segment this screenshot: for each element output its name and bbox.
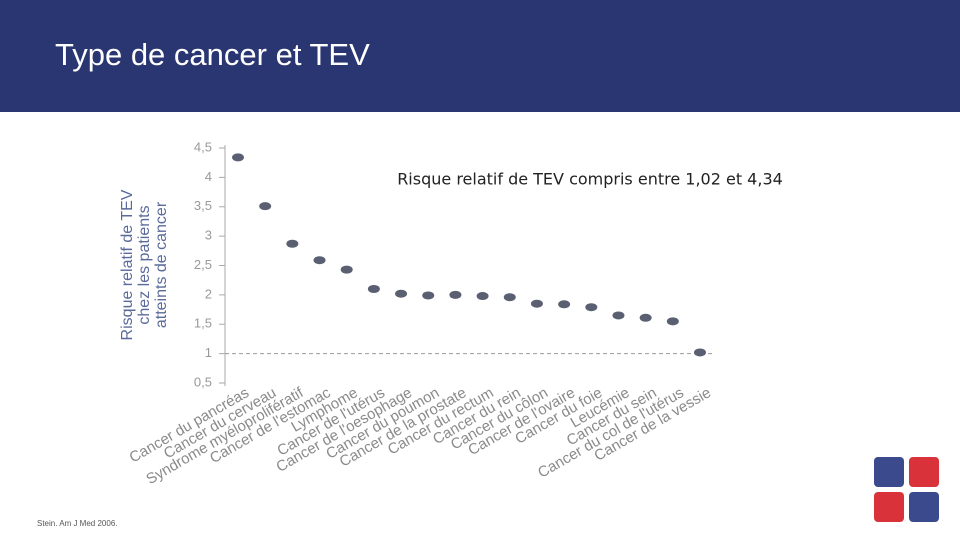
point	[612, 311, 625, 320]
y-axis-label: Risque relatif de TEV	[119, 189, 136, 340]
y-tick-label: 1,5	[194, 316, 212, 331]
header-band	[0, 0, 960, 112]
point	[449, 290, 462, 299]
y-tick-label: 4	[205, 169, 212, 184]
y-tick-label: 3,5	[194, 198, 212, 213]
point	[395, 289, 408, 298]
annotation: Risque relatif de TEV compris entre 1,02…	[397, 170, 783, 189]
point	[558, 300, 571, 309]
point	[530, 299, 543, 308]
y-axis-label: chez les patients	[136, 205, 153, 324]
point	[367, 285, 380, 293]
y-tick-label: 4,5	[194, 139, 212, 154]
source: Stein. Am J Med 2006.	[37, 519, 118, 528]
y-tick-label: 3	[205, 228, 212, 243]
y-tick-label: 2,5	[194, 257, 212, 272]
slide-title: Type de cancer et TEV	[55, 37, 370, 72]
point	[639, 313, 652, 322]
y-axis-label: atteints de cancer	[153, 201, 170, 328]
point	[585, 303, 598, 312]
icon	[909, 492, 939, 522]
icon	[874, 492, 904, 522]
point	[422, 291, 435, 300]
y-tick-label: 0,5	[194, 374, 212, 389]
point	[476, 292, 489, 301]
icons	[874, 457, 939, 522]
point	[666, 317, 679, 326]
point	[694, 348, 706, 357]
icon	[909, 457, 939, 487]
point	[503, 293, 516, 302]
point	[286, 239, 299, 248]
icon	[874, 457, 904, 487]
point	[232, 153, 244, 162]
point	[313, 256, 326, 265]
point	[340, 265, 353, 274]
y-tick-label: 2	[205, 286, 212, 301]
point	[259, 202, 272, 211]
y-tick-label: 1	[205, 345, 212, 360]
